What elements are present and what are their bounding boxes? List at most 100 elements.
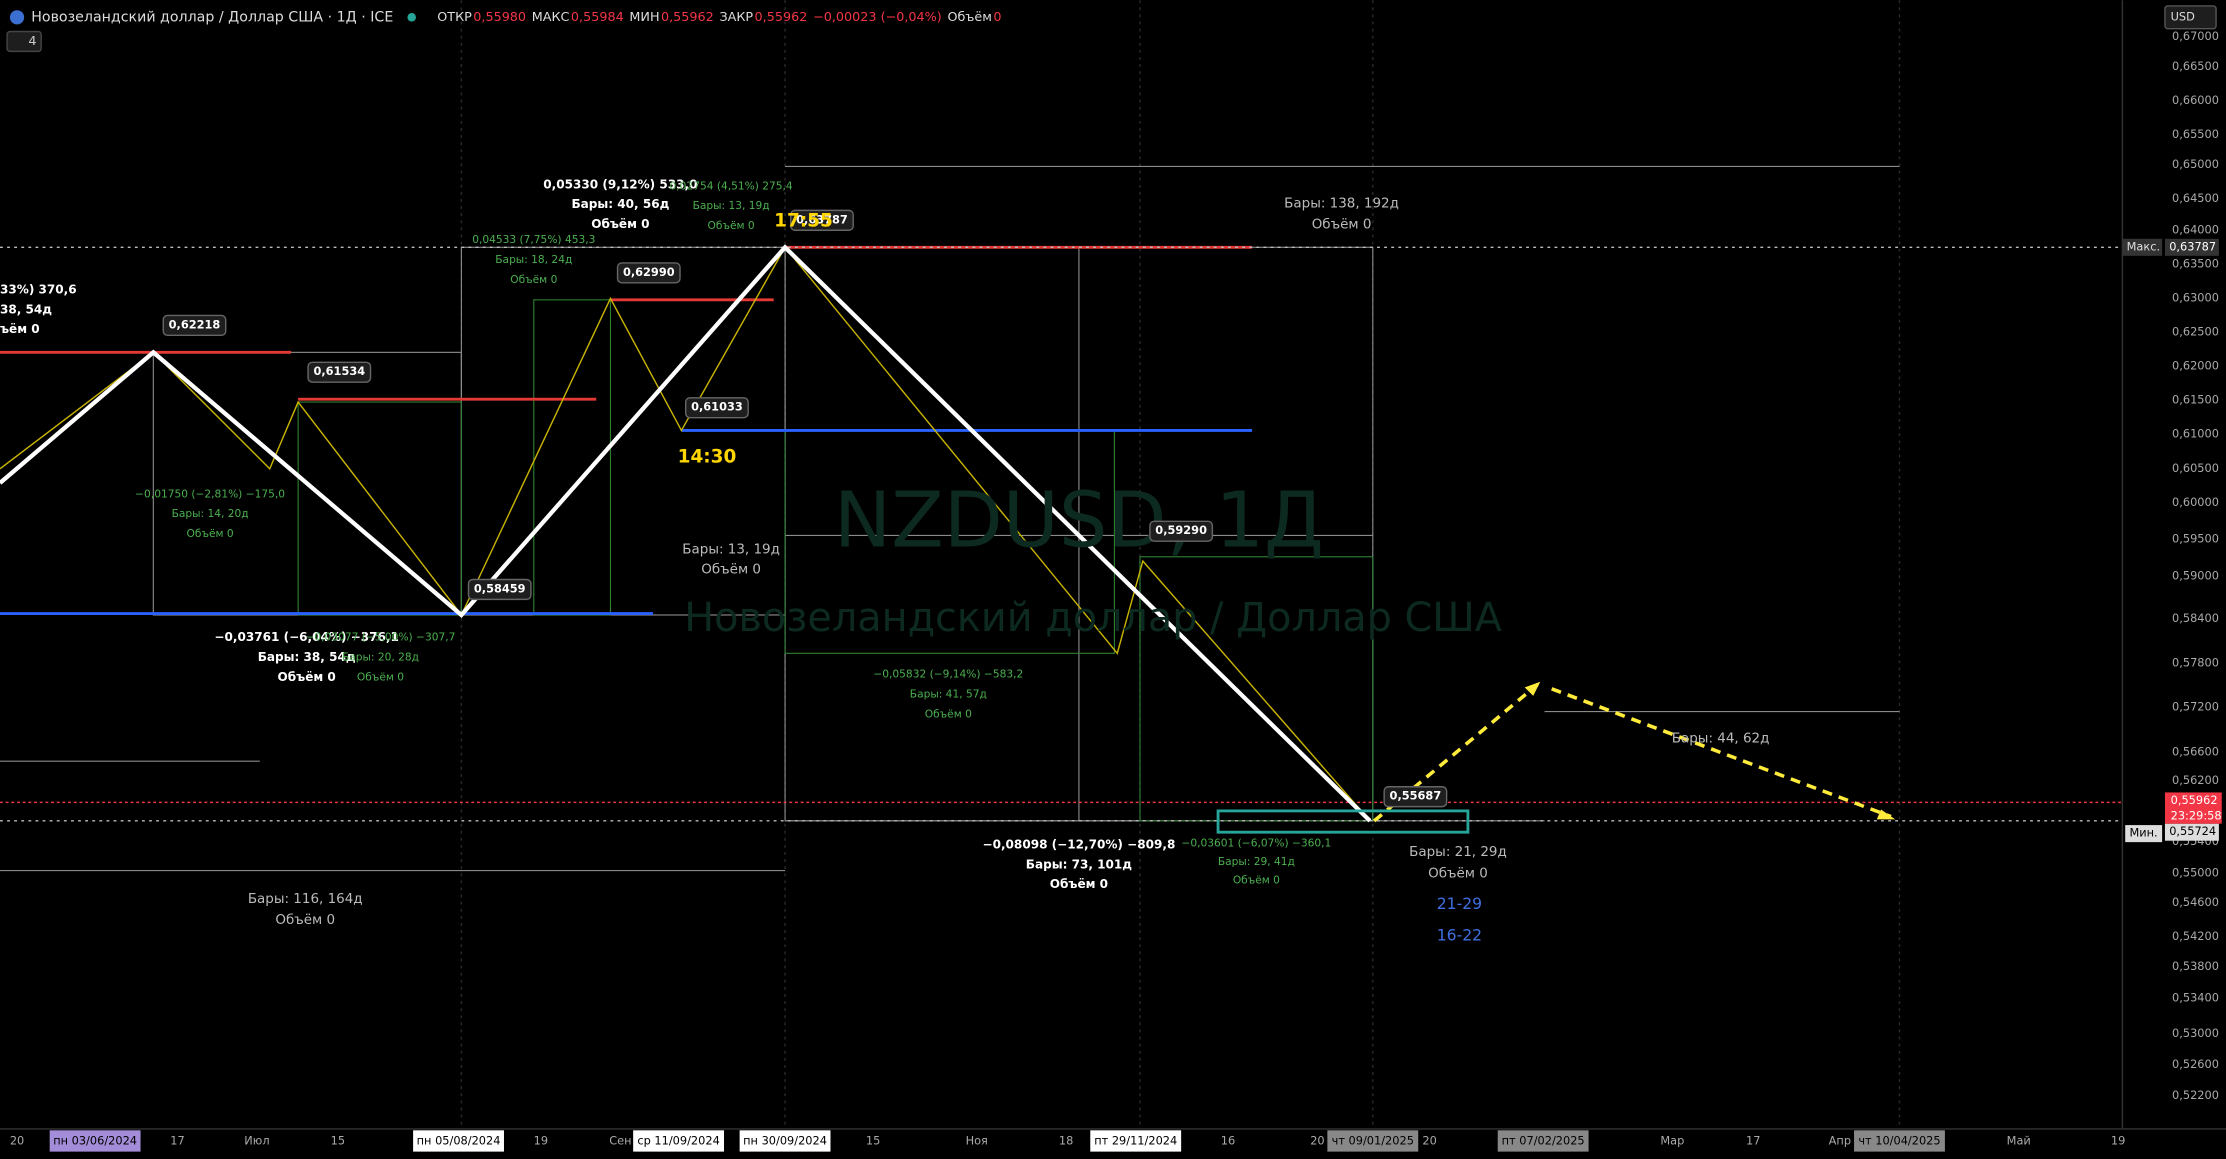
min-price-bg xyxy=(2164,823,2219,841)
measure-text: Бары: 138, 192д xyxy=(1284,195,1399,211)
price-point: 0,58459 xyxy=(474,581,526,595)
price-label: 0,52200 xyxy=(2172,1088,2219,1102)
measure-text: −0,05832 (−9,14%) −583,2 xyxy=(873,668,1023,681)
measure-text: Объём 0 xyxy=(275,912,335,928)
measure-text: Бары: 44, 62д xyxy=(1672,731,1770,747)
price-label: 0,66500 xyxy=(2172,59,2219,73)
price-label: 0,59000 xyxy=(2172,569,2219,583)
measure-text: Бары: 21, 29д xyxy=(1409,844,1507,860)
time-highlight xyxy=(413,1130,504,1152)
price-axis xyxy=(2122,0,2226,1159)
measure-text: Бары: 116, 164д xyxy=(248,891,363,907)
price-point: 0,59290 xyxy=(1155,523,1207,537)
measure-text: Бары: 14, 20д xyxy=(172,507,249,520)
price-label: 0,58400 xyxy=(2172,611,2219,625)
measure-text: −0,03761 (−6,04%) −376,1 xyxy=(214,630,398,644)
time-label: 19 xyxy=(2111,1134,2125,1148)
measure-text: Объём 0 xyxy=(925,707,972,720)
logo xyxy=(9,10,25,25)
price-point: 0,63787 xyxy=(796,212,848,226)
time-highlight xyxy=(1854,1130,1945,1152)
price-label: 0,61500 xyxy=(2172,393,2219,407)
volume: 0 xyxy=(993,10,1001,25)
change: −0,00023 (−0,04%) xyxy=(813,10,942,25)
max-price: 0,63787 xyxy=(2169,239,2216,253)
price-label: 0,60000 xyxy=(2172,495,2219,509)
time-label: Апр xyxy=(1829,1134,1851,1148)
time-highlight xyxy=(1327,1130,1419,1152)
price-point-bg xyxy=(790,209,854,231)
ohlc-label: МАКС xyxy=(532,10,570,25)
price-point: 0,62990 xyxy=(623,265,675,279)
ohlc-value: 0,55962 xyxy=(755,10,808,25)
time-label: Ноя xyxy=(966,1134,988,1148)
time-label: 16 xyxy=(1221,1134,1235,1148)
price-label: 0,65000 xyxy=(2172,157,2219,171)
countdown: 23:29:58 xyxy=(2171,809,2222,823)
price-point-bg xyxy=(1383,786,1448,808)
last-bg xyxy=(2164,792,2222,824)
price-label: 0,62000 xyxy=(2172,359,2219,373)
max-tag-bg xyxy=(2122,238,2163,256)
time-label: пт 07/02/2025 xyxy=(1502,1134,1585,1148)
measure-text: Бары: 29, 41д xyxy=(1218,855,1295,868)
time-label: 20 xyxy=(1310,1134,1324,1148)
time-label: ср 11/09/2024 xyxy=(637,1134,719,1148)
time-label: 17 xyxy=(170,1134,184,1148)
measure-text: Объём 0 xyxy=(1050,877,1108,891)
time-label: Июл xyxy=(244,1134,269,1148)
last-price: 0,55962 xyxy=(2171,793,2218,807)
measure-text: Объём 0 xyxy=(277,670,335,684)
zigzag-thin xyxy=(0,246,1371,822)
time-mark: 17:55 xyxy=(774,211,833,232)
price-label: 0,54600 xyxy=(2172,895,2219,909)
max-price-bg xyxy=(2164,238,2219,256)
price-label: 0,57200 xyxy=(2172,699,2219,713)
measure-text: Объём 0 xyxy=(1233,873,1280,886)
measure-text: Объём 0 xyxy=(591,217,649,231)
price-label: 0,53400 xyxy=(2172,990,2219,1004)
arrow-head xyxy=(1876,809,1896,820)
time-label: Мар xyxy=(1660,1134,1684,1148)
price-label: 0,52600 xyxy=(2172,1057,2219,1071)
min-tag-bg xyxy=(2125,825,2163,843)
indicators-toggle[interactable] xyxy=(6,30,42,53)
measure-text: −0,08098 (−12,70%) −809,8 xyxy=(983,837,1176,851)
min-tag: Мин. xyxy=(2129,826,2157,840)
ohlc-value: 0,55984 xyxy=(571,10,624,25)
price-point: 0,62218 xyxy=(169,317,221,331)
ohlc-label: ОТКР xyxy=(437,10,472,25)
currency: USD xyxy=(2171,9,2196,23)
time-label: Сен xyxy=(609,1134,631,1148)
ohlc-label: МИН xyxy=(629,10,659,25)
price-point-bg xyxy=(1149,520,1214,542)
price-label: 0,56200 xyxy=(2172,773,2219,787)
currency-button[interactable] xyxy=(2164,5,2217,30)
dotted-levels xyxy=(0,246,2123,822)
measure-text: 0,04533 (7,75%) 453,3 xyxy=(472,233,595,246)
measure-text: Объём 0 xyxy=(701,562,761,578)
measure-text: Объём 0 xyxy=(708,219,755,232)
measure-text: Объём 0 xyxy=(510,273,557,286)
time-label: пн 03/06/2024 xyxy=(53,1134,137,1148)
price-label: 0,57800 xyxy=(2172,655,2219,669)
time-label: пт 29/11/2024 xyxy=(1094,1134,1177,1148)
volume-label: Объём xyxy=(947,10,991,25)
time-highlight xyxy=(1090,1130,1182,1152)
time-label: пн 30/09/2024 xyxy=(743,1134,827,1148)
price-point: 0,61534 xyxy=(313,364,365,378)
measure-text: Бары: 13, 19д xyxy=(693,199,770,212)
price-point: 0,55687 xyxy=(1390,789,1442,803)
time-label: 15 xyxy=(331,1134,345,1148)
time-label: 20 xyxy=(1422,1134,1436,1148)
ohlc-label: ЗАКР xyxy=(719,10,753,25)
time-highlight xyxy=(49,1130,141,1152)
price-label: 0,64500 xyxy=(2172,191,2219,205)
price-label: 0,67000 xyxy=(2172,29,2219,43)
measure-text: −0,03601 (−6,07%) −360,1 xyxy=(1181,837,1331,850)
measure-text: Бары: 20, 28д xyxy=(342,651,419,664)
measure-text: Бары: 13, 19д xyxy=(682,542,780,558)
ohlc-value: 0,55980 xyxy=(473,10,526,25)
